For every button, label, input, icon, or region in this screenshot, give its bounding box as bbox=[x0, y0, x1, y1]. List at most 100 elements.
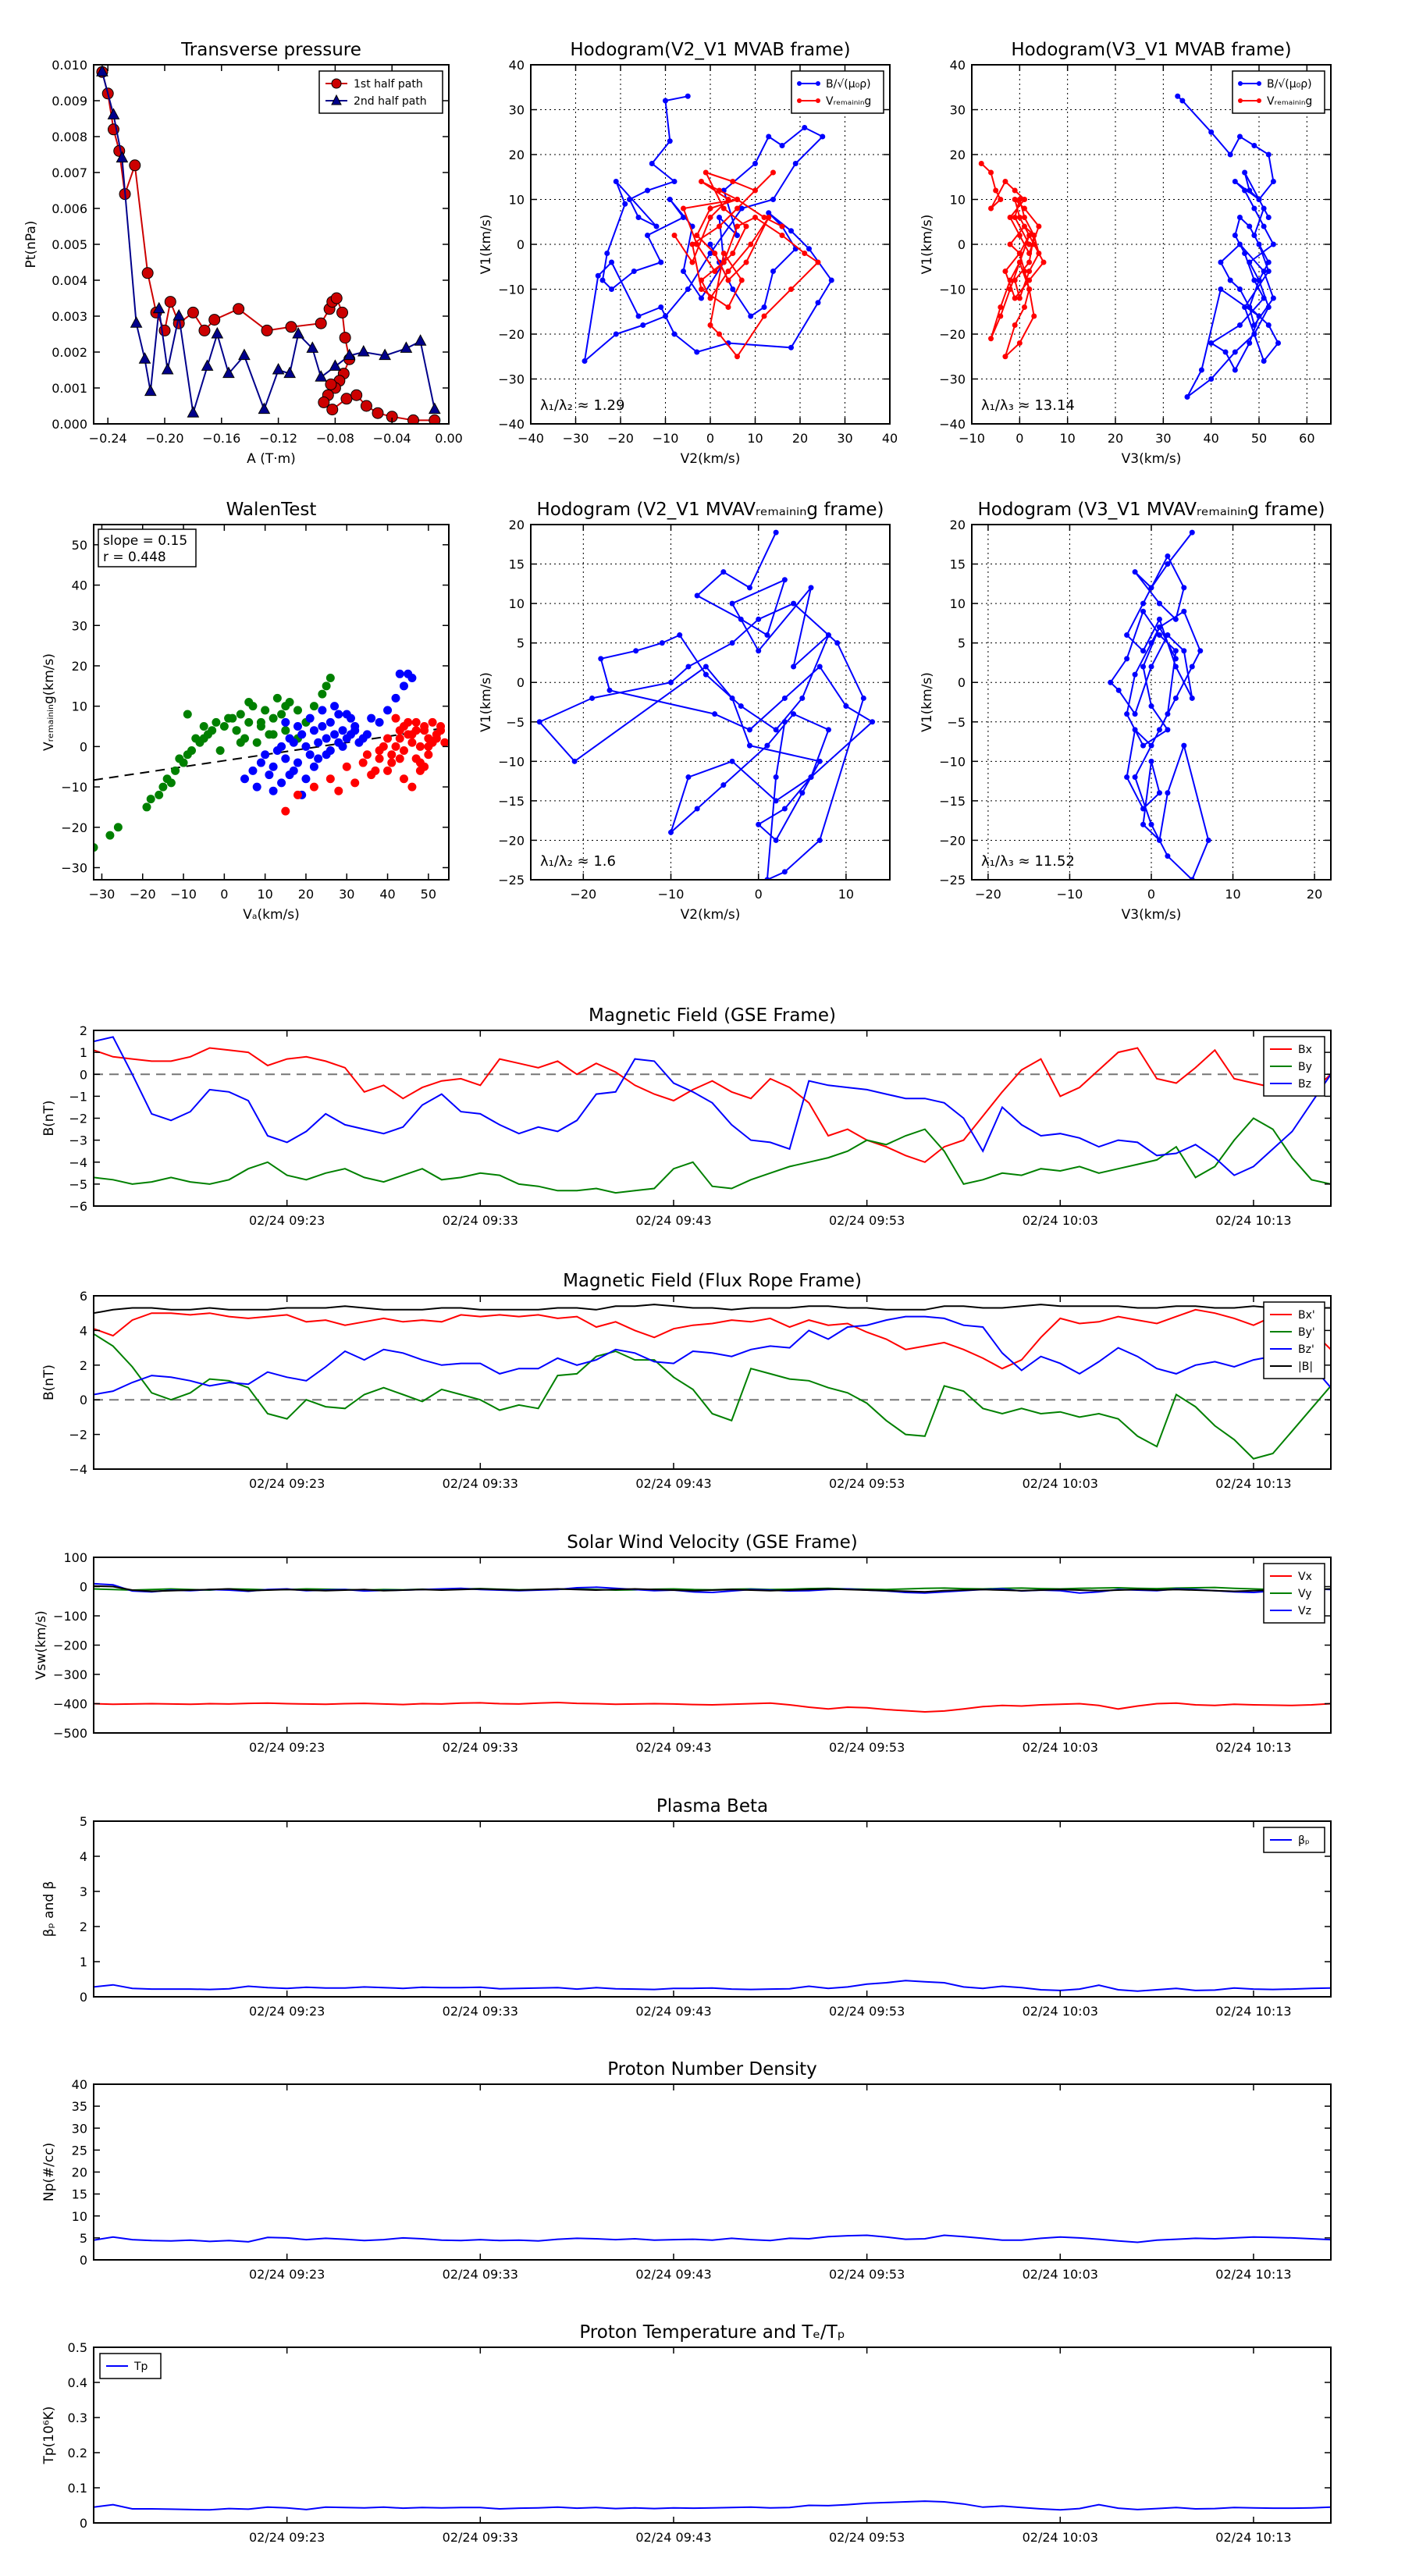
data-point bbox=[707, 322, 713, 328]
data-point bbox=[329, 359, 342, 371]
data-point bbox=[717, 187, 722, 194]
x-tick-label: −0.04 bbox=[373, 431, 411, 446]
data-point bbox=[309, 782, 318, 792]
y-tick-label: 0 bbox=[958, 237, 966, 252]
series-1 bbox=[240, 669, 417, 799]
data-point bbox=[681, 205, 686, 212]
data-point bbox=[1021, 304, 1027, 310]
data-point bbox=[761, 304, 767, 310]
data-point bbox=[138, 352, 151, 364]
data-point bbox=[292, 326, 304, 339]
y-tick-label: 10 bbox=[72, 2209, 87, 2224]
data-point bbox=[322, 734, 331, 743]
data-point bbox=[415, 758, 425, 767]
data-point bbox=[752, 161, 758, 166]
x-tick-label: 30 bbox=[339, 887, 354, 902]
x-tick-label: 20 bbox=[1307, 887, 1322, 902]
data-point bbox=[407, 414, 419, 424]
data-point bbox=[756, 616, 762, 622]
data-point bbox=[330, 292, 343, 304]
data-point bbox=[998, 197, 1004, 202]
data-point bbox=[224, 713, 233, 723]
data-point bbox=[685, 664, 692, 670]
data-point bbox=[350, 778, 360, 788]
data-point bbox=[1205, 837, 1211, 843]
data-point bbox=[330, 702, 340, 711]
data-point bbox=[1007, 286, 1013, 292]
data-point bbox=[1251, 277, 1257, 283]
series-3 bbox=[94, 1585, 1331, 1593]
y-tick-label: 30 bbox=[72, 618, 87, 633]
data-point bbox=[720, 205, 727, 212]
legend-label: By' bbox=[1298, 1326, 1315, 1339]
data-point bbox=[746, 742, 752, 749]
data-point bbox=[191, 734, 201, 743]
data-point bbox=[663, 98, 668, 104]
legend-marker bbox=[331, 78, 342, 89]
data-point bbox=[738, 205, 745, 212]
y-tick-label: −15 bbox=[939, 794, 966, 809]
series-v-g bbox=[671, 169, 821, 360]
series-line bbox=[980, 162, 1045, 360]
data-point bbox=[1265, 215, 1272, 220]
data-point bbox=[96, 65, 108, 76]
data-point bbox=[305, 750, 315, 760]
data-point bbox=[1175, 93, 1181, 99]
y-axis-label: Np(#/cc) bbox=[41, 2143, 57, 2201]
data-point bbox=[571, 758, 578, 764]
data-point bbox=[199, 722, 208, 731]
data-point bbox=[1165, 632, 1171, 639]
legend-label: Vᵣₑₘₐᵢₙᵢₙg bbox=[826, 95, 871, 108]
data-point bbox=[269, 762, 278, 771]
y-tick-label: 20 bbox=[72, 2165, 87, 2180]
data-point bbox=[1140, 600, 1147, 607]
data-point bbox=[635, 313, 642, 319]
data-point bbox=[1156, 632, 1162, 639]
x-tick-label: 30 bbox=[1155, 431, 1171, 446]
legend-marker bbox=[1257, 81, 1261, 86]
data-point bbox=[1256, 197, 1262, 202]
data-point bbox=[748, 241, 754, 247]
data-point bbox=[667, 138, 673, 144]
data-point bbox=[94, 843, 98, 852]
series-line bbox=[583, 95, 833, 364]
y-tick-label: 0 bbox=[80, 1067, 87, 1082]
y-tick-label: 0.000 bbox=[52, 417, 87, 432]
data-point bbox=[1261, 295, 1267, 301]
y-tick-label: 10 bbox=[509, 596, 525, 611]
x-tick-label: 02/24 09:33 bbox=[443, 2004, 518, 2019]
data-point bbox=[978, 161, 984, 166]
data-point bbox=[1036, 223, 1042, 229]
data-point bbox=[788, 344, 794, 350]
legend-label: B/√(μ₀ρ) bbox=[1267, 78, 1312, 91]
data-point bbox=[187, 746, 197, 756]
data-point bbox=[870, 719, 876, 725]
data-point bbox=[717, 215, 722, 220]
data-point bbox=[261, 706, 270, 715]
legend-label: Bz bbox=[1298, 1078, 1311, 1091]
legend-label: 2nd half path bbox=[354, 95, 427, 108]
data-point bbox=[815, 259, 821, 265]
data-point bbox=[428, 717, 437, 727]
data-point bbox=[187, 406, 200, 418]
y-tick-label: 20 bbox=[950, 518, 966, 532]
data-point bbox=[1270, 241, 1276, 247]
data-point bbox=[988, 205, 994, 212]
series-line bbox=[101, 71, 436, 414]
data-point bbox=[1115, 687, 1122, 693]
data-point bbox=[825, 727, 831, 733]
y-tick-label: 10 bbox=[509, 193, 525, 208]
series-line bbox=[94, 1308, 1331, 1370]
data-point bbox=[1002, 269, 1008, 274]
data-point bbox=[645, 233, 650, 238]
plot-area bbox=[1108, 529, 1211, 880]
y-tick-label: −3 bbox=[69, 1133, 87, 1148]
data-point bbox=[285, 321, 297, 333]
legend-label: By bbox=[1298, 1061, 1312, 1073]
data-point bbox=[998, 313, 1004, 319]
data-point bbox=[269, 786, 278, 795]
y-tick-label: −10 bbox=[939, 754, 966, 769]
data-point bbox=[261, 324, 273, 336]
y-axis-label: Pt(nPa) bbox=[23, 221, 39, 269]
